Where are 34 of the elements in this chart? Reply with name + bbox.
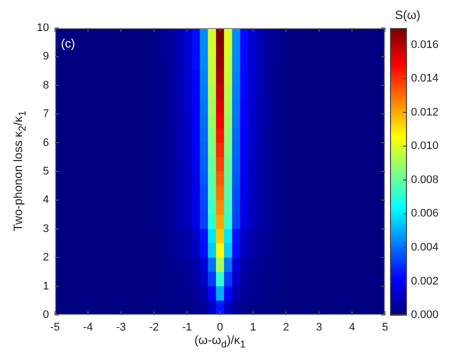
x-tick-label: 5 [382, 322, 388, 334]
y-tick-label: 4 [42, 194, 49, 206]
color-bar-label: 0.004 [411, 242, 439, 254]
x-tick-label: 0 [216, 322, 224, 334]
color-bar-label: 0.012 [411, 106, 439, 118]
color-bar-title: S(ω) [395, 8, 420, 22]
y-tick-label: 7 [42, 108, 49, 120]
y-tick-label: 8 [42, 79, 49, 92]
color-bar-label: 0.014 [411, 72, 439, 85]
y-tick-label: 10 [36, 22, 49, 34]
x-tick-label: -4 [83, 322, 93, 334]
y-tick-label: 6 [42, 136, 49, 149]
annotation: (c) [61, 36, 75, 50]
color-bar-label: 0.000 [411, 309, 439, 322]
y-tick-label: 1 [42, 280, 49, 292]
x-tick-label: 3 [316, 322, 322, 334]
x-tick-label: 1 [250, 322, 256, 334]
x-tick-label: 4 [348, 322, 356, 334]
x-tick-label: -5 [50, 322, 60, 334]
color-bar-label: 0.008 [411, 174, 439, 186]
x-tick-label: -2 [149, 322, 159, 334]
x-tick-label: -3 [116, 322, 126, 334]
y-tick-label: 2 [42, 252, 49, 264]
color-bar-label: 0.002 [411, 275, 439, 288]
color-bar-label: 0.016 [411, 38, 439, 51]
y-tick-label: 3 [42, 222, 49, 235]
y-tick-label: 0 [42, 309, 49, 322]
y-tick-label: 9 [42, 50, 49, 63]
color-bar-label: 0.006 [411, 208, 439, 220]
x-tick-label: -1 [182, 322, 192, 334]
x-tick-label: 2 [282, 322, 290, 334]
color-bar-label: 0.010 [411, 140, 439, 152]
x-axis-title: (ω-ω$_{d}$)/κ$_{1}$ [194, 333, 246, 350]
y-tick-label: 5 [42, 166, 49, 178]
